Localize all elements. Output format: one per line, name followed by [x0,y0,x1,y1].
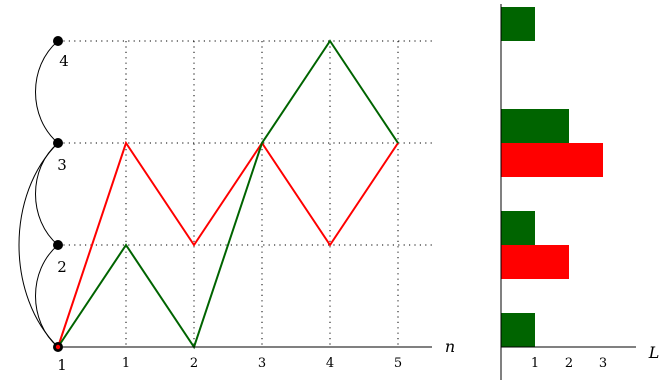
n-tick-1: 1 [122,356,130,371]
n-tick-5: 5 [394,356,402,371]
node-label-3: 3 [57,156,67,174]
graph-edges [18,40,59,348]
edge-3-4 [35,40,59,144]
walk-path-1 [57,140,399,348]
hist-bar-red-level-2 [501,245,569,279]
start-marker [55,344,61,350]
l-tick-3: 3 [599,356,607,371]
l-axis-ticks: 1 2 3 [531,356,607,371]
walk-path-2 [57,39,399,350]
l-axis-label: L [648,343,660,362]
node-4 [53,36,63,46]
hist-bar-green-level-2 [501,211,535,245]
node-label-1: 1 [57,356,67,374]
l-tick-1: 1 [531,356,539,371]
n-axis-label: n [445,337,455,356]
hist-bar-green-level-4 [501,7,535,41]
edge-2-3 [35,142,59,246]
n-tick-2: 2 [190,356,198,371]
node-label-2: 2 [57,258,67,276]
node-2 [53,240,63,250]
node-label-4: 4 [59,52,69,70]
n-tick-4: 4 [326,356,334,371]
walk-paths [57,39,399,350]
hist-bar-green-level-3 [501,109,569,143]
node-3 [53,138,63,148]
node-labels: 1 2 3 4 [57,52,69,374]
histogram [501,7,603,347]
hist-bar-green-level-1 [501,313,535,347]
edge-1-2 [35,244,59,348]
l-tick-2: 2 [565,356,573,371]
dotted-grid [58,40,432,347]
n-axis-ticks: 1 2 3 4 5 [122,356,402,371]
n-tick-3: 3 [258,356,266,371]
graph-nodes [53,36,63,352]
edge-1-3 [18,142,59,348]
hist-bar-red-level-3 [501,143,603,177]
